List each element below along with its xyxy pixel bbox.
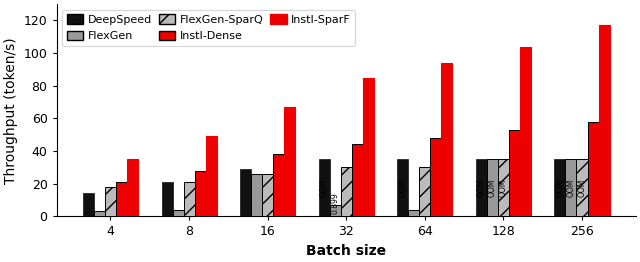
Bar [487, 159, 498, 216]
Legend: DeepSpeed, FlexGen, FlexGen-SparQ, InstI-Dense, InstI-SparF: DeepSpeed, FlexGen, FlexGen-SparQ, InstI… [62, 10, 355, 46]
Bar [363, 78, 374, 216]
Bar [498, 159, 509, 216]
Bar [184, 182, 195, 216]
Bar [205, 136, 216, 216]
Y-axis label: Throughput (token/s): Throughput (token/s) [4, 37, 18, 183]
Bar [476, 159, 487, 216]
Bar [173, 210, 184, 216]
Bar [340, 167, 352, 216]
Bar [408, 210, 419, 216]
Bar [330, 205, 340, 216]
Text: 0.899: 0.899 [331, 192, 340, 214]
Bar [127, 159, 138, 216]
Bar [240, 169, 251, 216]
X-axis label: Batch size: Batch size [306, 244, 387, 258]
Bar [262, 174, 273, 216]
Text: OOM: OOM [499, 178, 508, 197]
Bar [352, 144, 363, 216]
Text: OOM: OOM [477, 178, 486, 197]
Bar [419, 167, 430, 216]
Bar [94, 211, 105, 216]
Bar [397, 159, 408, 216]
Bar [588, 122, 598, 216]
Text: OOM: OOM [556, 178, 564, 197]
Bar [554, 159, 566, 216]
Bar [105, 187, 116, 216]
Bar [284, 107, 295, 216]
Bar [161, 182, 173, 216]
Bar [251, 174, 262, 216]
Bar [442, 63, 452, 216]
Bar [598, 25, 609, 216]
Bar [319, 159, 330, 216]
Text: OOM: OOM [566, 178, 575, 197]
Text: OOM: OOM [488, 178, 497, 197]
Bar [273, 154, 284, 216]
Bar [509, 130, 520, 216]
Bar [577, 159, 588, 216]
Text: OOM: OOM [577, 178, 586, 197]
Bar [83, 193, 94, 216]
Text: OOM: OOM [398, 178, 407, 197]
Text: OOM: OOM [320, 178, 329, 197]
Bar [195, 171, 205, 216]
Bar [566, 159, 577, 216]
Bar [430, 138, 442, 216]
Bar [520, 47, 531, 216]
Bar [116, 182, 127, 216]
